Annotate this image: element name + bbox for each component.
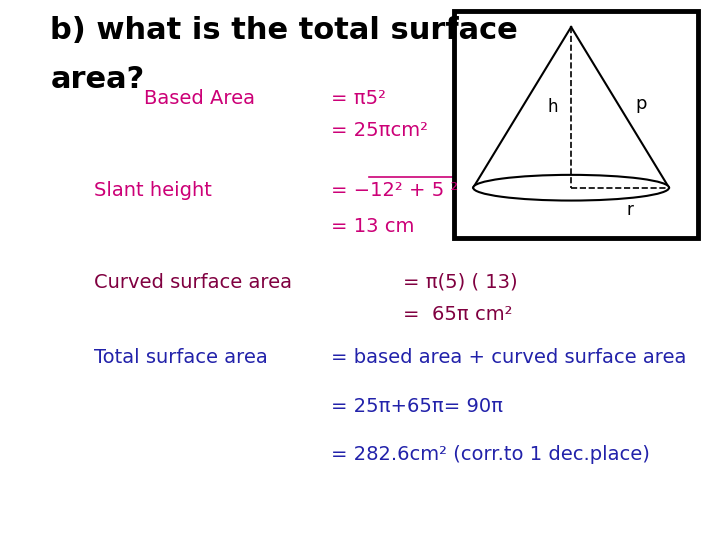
Text: Slant height: Slant height <box>94 181 212 200</box>
Text: Curved surface area: Curved surface area <box>94 273 292 292</box>
Text: r: r <box>626 201 634 219</box>
Ellipse shape <box>473 175 669 200</box>
Text: h: h <box>548 98 558 116</box>
Text: p: p <box>636 95 647 113</box>
Text: = 25πcm²: = 25πcm² <box>331 122 428 140</box>
Text: = based area + curved surface area: = based area + curved surface area <box>331 348 687 367</box>
Text: Based Area: Based Area <box>144 89 255 108</box>
Text: = −12² + 5 ²: = −12² + 5 ² <box>331 181 459 200</box>
Text: = π5²: = π5² <box>331 89 386 108</box>
Text: = 25π+65π= 90π: = 25π+65π= 90π <box>331 397 503 416</box>
Text: Total surface area: Total surface area <box>94 348 267 367</box>
Text: = π(5) ( 13): = π(5) ( 13) <box>403 273 518 292</box>
Text: =  65π cm²: = 65π cm² <box>403 305 513 324</box>
Text: = 13 cm: = 13 cm <box>331 217 415 236</box>
Text: area?: area? <box>50 65 145 94</box>
Text: = 282.6cm² (corr.to 1 dec.place): = 282.6cm² (corr.to 1 dec.place) <box>331 446 650 464</box>
Text: b) what is the total surface: b) what is the total surface <box>50 16 518 45</box>
Bar <box>454 11 698 238</box>
